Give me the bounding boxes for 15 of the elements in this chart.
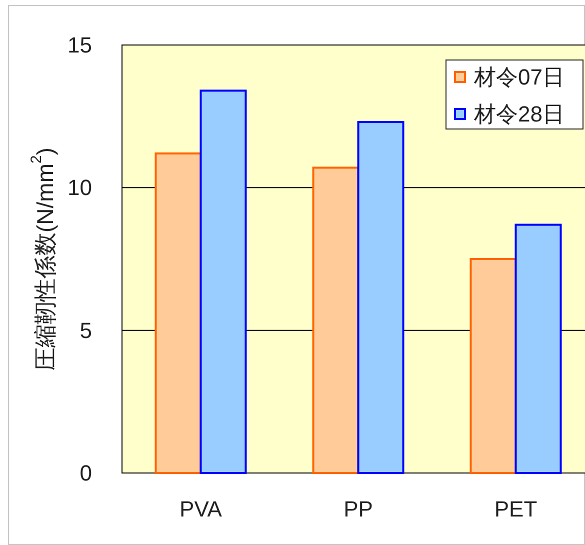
y-tick-label: 5 xyxy=(80,318,92,343)
bar xyxy=(200,90,247,474)
x-tick-label: PET xyxy=(494,496,538,522)
legend-label: 材令07日 xyxy=(473,64,564,90)
y-tick-label: 0 xyxy=(80,460,92,486)
legend-label: 材令28日 xyxy=(473,102,564,126)
bar xyxy=(357,121,404,474)
y-tick-label: 10 xyxy=(68,175,92,200)
bar xyxy=(312,166,360,474)
y-tick-label: 15 xyxy=(68,32,92,58)
bar xyxy=(470,258,517,474)
bar xyxy=(514,224,562,474)
x-tick-label: PP xyxy=(344,496,373,522)
bar xyxy=(154,152,202,474)
x-tick-label: PVA xyxy=(180,496,222,522)
